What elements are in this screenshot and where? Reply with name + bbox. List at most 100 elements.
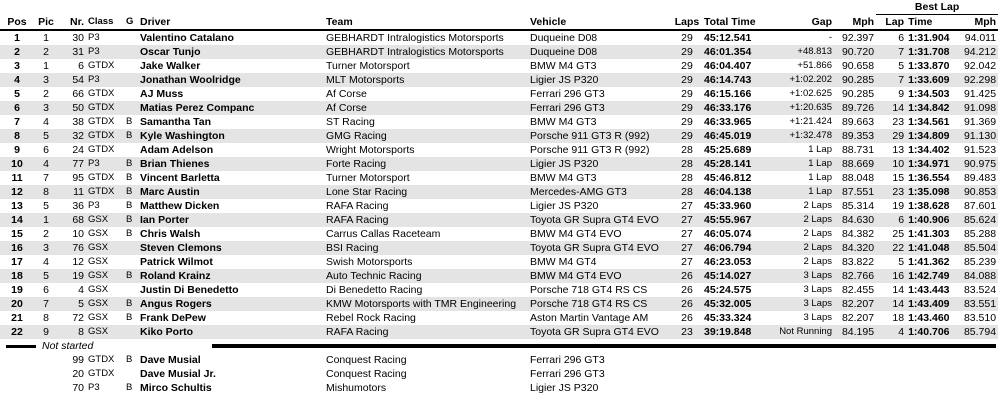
driver-cell: Ian Porter <box>138 213 324 227</box>
result-row: 8 5 32 GTDX B Kyle Washington GMG Racing Porsch… <box>0 129 998 143</box>
best-lap-mph-cell: 83.524 <box>963 284 997 296</box>
pos-cell <box>0 367 34 381</box>
gap-cell: 1 Lap <box>808 172 832 183</box>
best-lap-number-cell: 18 <box>892 312 905 324</box>
driver-cell: Kyle Washington <box>138 129 324 143</box>
class-cell: P3 <box>88 200 100 211</box>
best-lap-number-cell: 25 <box>892 228 905 240</box>
not-started-header: Not started <box>0 339 998 353</box>
team-cell: Af Corse <box>326 88 367 100</box>
driver-cell: Valentino Catalano <box>140 32 234 44</box>
pos-cell: 16 <box>0 241 34 255</box>
driver-cell: Justin Di Benedetto <box>140 284 239 296</box>
pic-cell: 1 <box>34 213 58 227</box>
mph-cell: 85.314 <box>841 200 875 212</box>
best-lap-number-cell: 14 <box>876 297 907 311</box>
best-lap-mph-cell: 91.425 <box>963 88 997 100</box>
number-cell: 12 <box>72 256 84 268</box>
best-lap-time-cell: 1:40.706 <box>906 325 955 339</box>
pos-cell: 13 <box>11 200 23 212</box>
best-lap-time-cell: 1:33.870 <box>908 60 950 72</box>
vehicle-cell: Porsche 911 GT3 R (992) <box>528 129 672 143</box>
number-cell: 77 <box>58 157 86 171</box>
best-lap-number-cell: 15 <box>892 172 905 184</box>
team-cell: Lone Star Racing <box>324 185 528 199</box>
pic-cell: 1 <box>43 32 49 44</box>
team-cell: Swish Motorsports <box>326 256 413 268</box>
driver-cell: Matthew Dicken <box>140 200 220 212</box>
gap-cell: 1 Lap <box>772 185 834 199</box>
pic-cell: 3 <box>34 73 58 87</box>
pos-cell: 7 <box>14 116 20 128</box>
best-lap-time-cell: 1:36.554 <box>908 172 950 184</box>
result-row: 9 6 24 GTDX Adam Adelson Wright Motorsports Po… <box>0 143 998 157</box>
total-time-cell: 46:33.176 <box>702 101 772 115</box>
best-lap-time-cell: 1:41.362 <box>908 256 950 268</box>
driver-cell: Jake Walker <box>140 60 201 72</box>
best-lap-header: Best Lap <box>876 0 998 15</box>
number-cell: 72 <box>72 312 84 324</box>
total-time-cell: 45:12.541 <box>704 32 752 44</box>
vehicle-cell: Aston Martin Vantage AM <box>530 312 649 324</box>
column-header: Laps <box>672 14 702 31</box>
best-lap-number-cell: 22 <box>876 241 907 255</box>
class-cell: GTDX <box>86 129 124 143</box>
best-lap-mph-cell: 87.601 <box>963 200 997 212</box>
column-header: Gap <box>772 14 834 31</box>
result-row: 14 1 68 GSX B Ian Porter RAFA Racing Toyota GR … <box>0 213 998 227</box>
mph-cell: 82.207 <box>841 312 875 324</box>
best-lap-number-cell: 7 <box>876 73 907 87</box>
total-time-cell: 45:33.960 <box>704 200 752 212</box>
number-cell: 11 <box>58 185 86 199</box>
total-time-cell: 46:23.053 <box>704 256 752 268</box>
total-time-cell: 46:45.019 <box>702 129 772 143</box>
gap-cell: +1:32.478 <box>772 129 834 143</box>
best-lap-mph-cell: 91.523 <box>963 144 997 156</box>
class-cell: GTDX <box>88 88 115 99</box>
number-cell: 8 <box>58 325 86 339</box>
mph-cell: 88.669 <box>834 157 877 171</box>
total-time-cell: 46:15.166 <box>704 88 752 100</box>
group-cell: B <box>124 297 138 311</box>
gap-cell: 3 Laps <box>772 269 834 283</box>
vehicle-cell: BMW M4 GT4 EVO <box>528 269 672 283</box>
group-cell: B <box>124 185 138 199</box>
gap-cell: 3 Laps <box>803 284 832 295</box>
best-lap-number-cell: 7 <box>876 45 907 59</box>
column-header: Class <box>86 14 124 31</box>
pic-cell: 7 <box>43 172 49 184</box>
best-lap-mph-cell: 94.011 <box>964 32 997 44</box>
mph-cell: 82.766 <box>834 269 877 283</box>
best-lap-number-cell: 4 <box>876 325 907 339</box>
pos-cell: 21 <box>11 312 23 324</box>
best-lap-time-cell: 1:38.628 <box>908 200 950 212</box>
empty-cell <box>672 381 998 395</box>
team-cell: Conquest Racing <box>326 354 407 366</box>
best-lap-time-cell: 1:43.409 <box>906 297 955 311</box>
laps-cell: 29 <box>672 129 702 143</box>
gap-cell: +51.866 <box>797 60 832 71</box>
best-lap-time-cell: 1:40.906 <box>906 213 955 227</box>
driver-cell: Frank DePew <box>140 312 206 324</box>
group-cell <box>124 325 138 339</box>
result-row: 3 1 6 GTDX Jake Walker Turner Motorsport BMW M… <box>0 59 998 73</box>
pos-cell: 14 <box>0 213 34 227</box>
best-lap-number-cell: 6 <box>876 213 907 227</box>
class-cell: GTDX <box>88 368 115 379</box>
group-cell: B <box>126 312 133 323</box>
column-header: Mph <box>834 14 877 31</box>
laps-cell: 26 <box>672 269 702 283</box>
result-row: 7 4 38 GTDX B Samantha Tan ST Racing BMW M4 GT3… <box>0 115 998 129</box>
best-lap-mph-cell: 91.098 <box>954 101 998 115</box>
best-lap-mph-cell: 92.042 <box>963 60 997 72</box>
best-lap-time-cell: 1:35.098 <box>906 185 955 199</box>
vehicle-cell: Ferrari 296 GT3 <box>528 101 672 115</box>
driver-cell: Kiko Porto <box>138 325 324 339</box>
pic-cell: 2 <box>34 45 58 59</box>
best-lap-number-cell: 16 <box>876 269 907 283</box>
driver-cell: Patrick Wilmot <box>140 256 213 268</box>
number-cell: 4 <box>78 284 84 296</box>
vehicle-cell: BMW M4 GT4 <box>530 256 597 268</box>
team-cell: Turner Motorsport <box>326 172 410 184</box>
